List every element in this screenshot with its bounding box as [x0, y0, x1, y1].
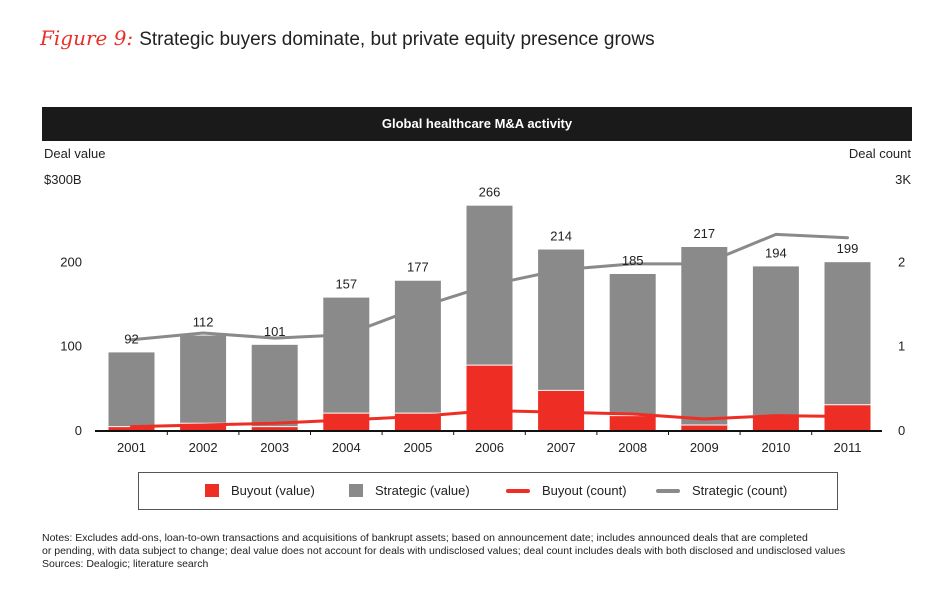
notes-line-2: or pending, with data subject to change;…	[42, 545, 846, 557]
strategic-value-bar	[323, 297, 370, 414]
buyout-value-bar	[609, 415, 656, 430]
buyout-value-bar	[180, 423, 227, 430]
right-tick-label: 0	[898, 423, 905, 438]
bar-total-label: 112	[193, 315, 214, 330]
bar-total-label: 266	[479, 185, 501, 200]
legend-label-buyout-value: Buyout (value)	[231, 483, 315, 498]
legend-item-buyout-value: Buyout (value)	[205, 483, 315, 498]
strategic-count-swatch	[656, 488, 680, 493]
bar-total-label: 199	[837, 241, 859, 256]
legend-label-buyout-count: Buyout (count)	[542, 483, 627, 498]
strategic-value-swatch	[349, 484, 363, 497]
right-axis-unit-label: 3K	[895, 172, 911, 187]
buyout-value-bar	[251, 426, 298, 430]
x-tick-label: 2001	[117, 440, 146, 455]
strategic-value-bar	[609, 273, 656, 416]
x-tick-label: 2007	[547, 440, 576, 455]
buyout-value-bar	[752, 415, 799, 430]
notes-line-3: Sources: Dealogic; literature search	[42, 558, 209, 570]
x-tick-label: 2006	[475, 440, 504, 455]
x-tick-label: 2004	[332, 440, 361, 455]
bar-total-label: 92	[124, 331, 138, 346]
x-tick-label: 2009	[690, 440, 719, 455]
buyout-value-bar	[108, 426, 155, 430]
right-axis-title: Deal count	[848, 146, 911, 161]
strategic-value-bar	[681, 246, 728, 425]
chart-plot: 200 100 0 2 1 0 92 112 101 157 177 266 214 185 217 194 1…	[60, 185, 905, 455]
legend-item-buyout-count: Buyout (count)	[506, 483, 627, 498]
strategic-count-line	[130, 232, 849, 342]
legend-item-strategic-count: Strategic (count)	[656, 483, 787, 498]
legend-label-strategic-value: Strategic (value)	[375, 483, 470, 498]
buyout-value-bar	[538, 390, 585, 430]
chart-notes: Notes: Excludes add-ons, loan-to-own tra…	[42, 532, 922, 571]
chart-banner: Global healthcare M&A activity	[42, 107, 912, 141]
strategic-value-bar	[251, 344, 298, 427]
figure-label: Figure 9:	[40, 26, 134, 50]
bar-total-label: 194	[765, 245, 787, 260]
left-tick-label: 0	[75, 423, 82, 438]
buyout-value-bar	[323, 413, 370, 430]
chart-legend: Buyout (value) Strategic (value) Buyout …	[138, 472, 838, 510]
x-tick-label: 2011	[834, 440, 862, 455]
figure-title-text: Strategic buyers dominate, but private e…	[139, 29, 655, 50]
figure-title: Figure 9: Strategic buyers dominate, but …	[40, 26, 655, 51]
bar-total-label: 177	[407, 260, 429, 275]
x-tick-label: 2010	[761, 440, 790, 455]
strategic-value-bar	[752, 266, 799, 416]
x-tick-label: 2002	[189, 440, 218, 455]
strategic-value-bar	[824, 262, 871, 405]
strategic-value-bar	[394, 280, 441, 414]
legend-item-strategic-value: Strategic (value)	[349, 483, 470, 498]
x-tick-label: 2005	[403, 440, 432, 455]
strategic-value-bar	[180, 335, 227, 424]
left-tick-label: 100	[60, 339, 82, 354]
bar-total-label: 101	[264, 324, 286, 339]
buyout-count-swatch	[506, 488, 530, 493]
buyout-value-swatch	[205, 484, 219, 497]
left-axis-unit-label: $300B	[44, 172, 82, 187]
left-axis-title: Deal value	[44, 146, 106, 161]
bar-total-label: 157	[335, 277, 357, 292]
right-tick-label: 2	[898, 254, 905, 269]
buyout-value-bar	[466, 365, 513, 430]
x-tick-label: 2003	[260, 440, 289, 455]
notes-line-1: Notes: Excludes add-ons, loan-to-own tra…	[42, 532, 808, 544]
left-tick-label: 200	[60, 254, 82, 269]
buyout-value-bar	[681, 424, 728, 430]
bar-total-label: 214	[550, 229, 572, 244]
bar-total-label: 185	[622, 253, 644, 268]
right-tick-label: 1	[898, 339, 905, 354]
legend-label-strategic-count: Strategic (count)	[692, 483, 788, 498]
strategic-value-bar	[108, 352, 155, 427]
buyout-count-line	[130, 409, 849, 429]
bar-total-label: 217	[693, 226, 715, 241]
x-tick-label: 2008	[618, 440, 647, 455]
